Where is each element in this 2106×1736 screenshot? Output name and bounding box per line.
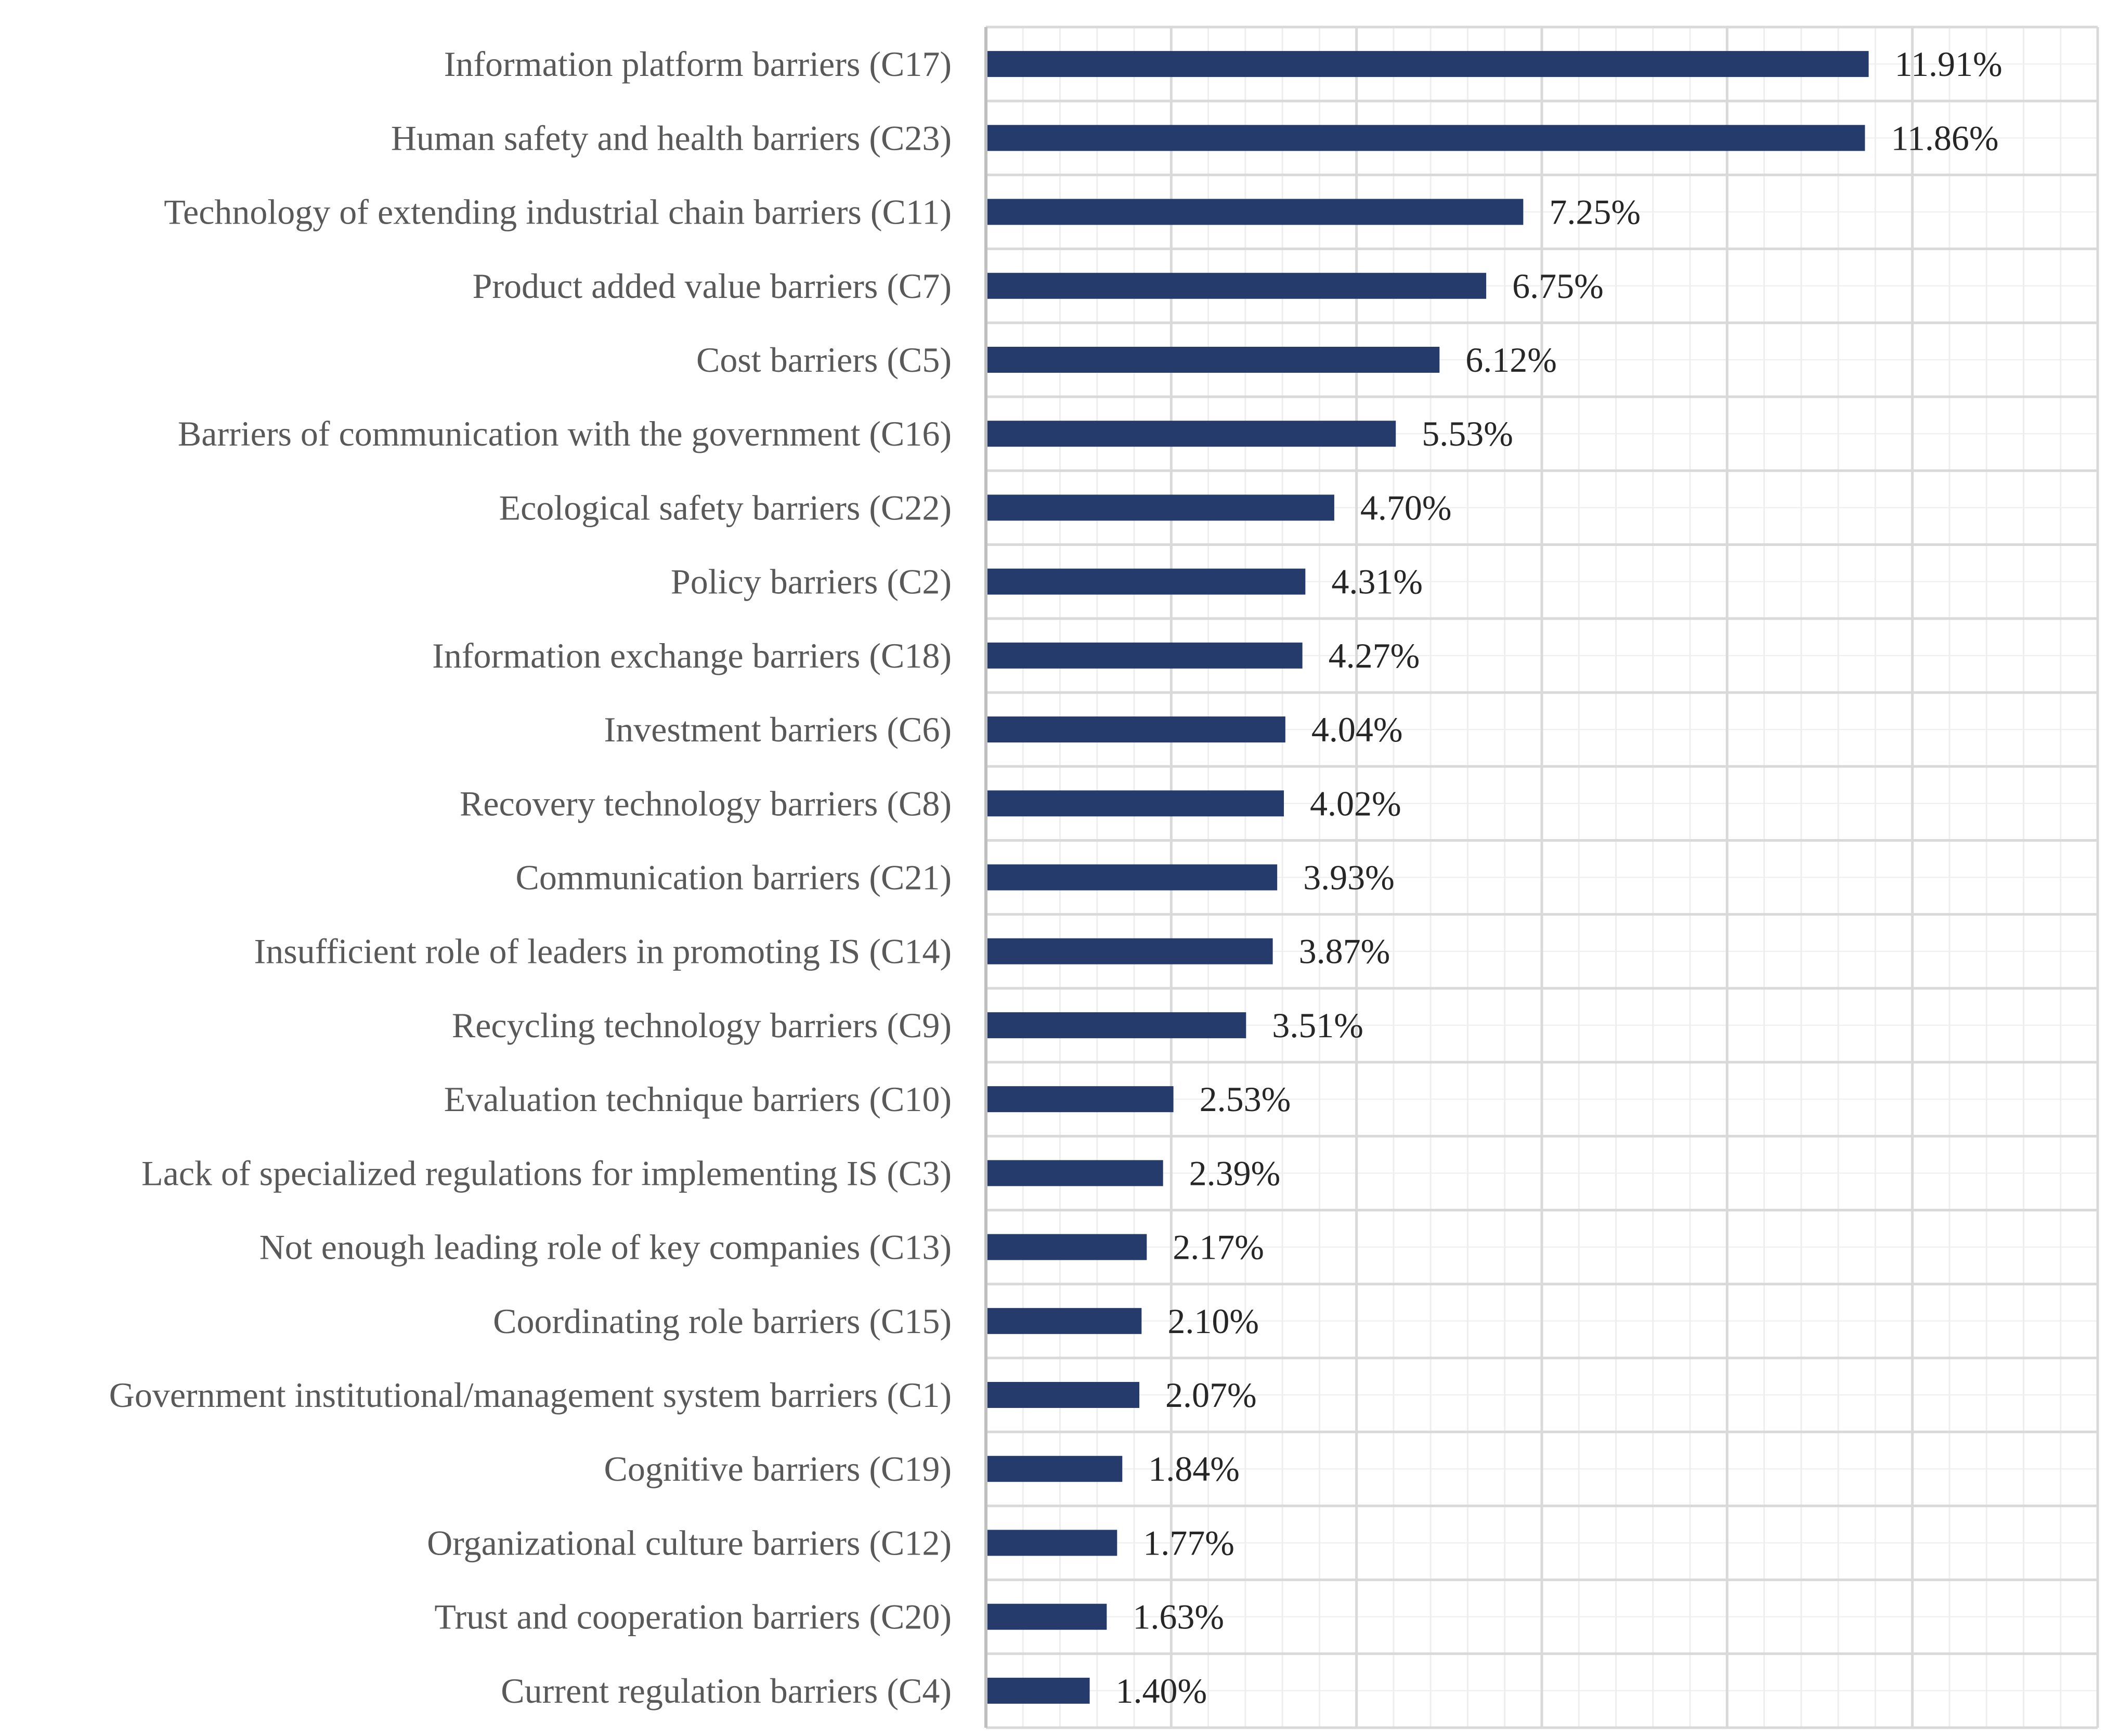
- data-label: 3.87%: [1299, 932, 1390, 971]
- category-label: Information exchange barriers (C18): [432, 636, 952, 675]
- data-label: 2.53%: [1200, 1079, 1291, 1119]
- bar: [987, 642, 1303, 669]
- bar: [987, 1012, 1246, 1038]
- data-label: 6.75%: [1512, 266, 1604, 306]
- data-label: 11.86%: [1891, 118, 1998, 158]
- category-label: Insufficient role of leaders in promotin…: [254, 932, 952, 971]
- category-label: Not enough leading role of key companies…: [259, 1228, 952, 1267]
- data-label: 2.17%: [1173, 1228, 1264, 1267]
- category-label: Information platform barriers (C17): [444, 44, 952, 84]
- category-label: Barriers of communication with the gover…: [178, 414, 952, 453]
- data-label: 2.39%: [1189, 1153, 1281, 1193]
- data-label: 7.25%: [1549, 192, 1641, 232]
- category-label: Ecological safety barriers (C22): [499, 488, 952, 527]
- category-label: Lack of specialized regulations for impl…: [141, 1153, 952, 1193]
- chart-bars: [987, 51, 1869, 1704]
- category-label: Human safety and health barriers (C23): [391, 118, 952, 158]
- data-label: 4.27%: [1329, 636, 1420, 675]
- category-label: Coordinating role barriers (C15): [493, 1301, 952, 1341]
- category-labels: Information platform barriers (C17) Human…: [109, 44, 952, 1711]
- data-label: 4.04%: [1311, 710, 1403, 749]
- bar: [987, 51, 1869, 77]
- bar: [987, 199, 1524, 225]
- bar: [987, 125, 1865, 151]
- data-label: 2.10%: [1167, 1301, 1259, 1341]
- bar: [987, 864, 1278, 891]
- category-label: Recycling technology barriers (C9): [452, 1006, 952, 1045]
- bar: [987, 1382, 1140, 1408]
- data-label: 5.53%: [1422, 414, 1513, 453]
- data-label: 3.51%: [1272, 1006, 1363, 1045]
- category-label: Cognitive barriers (C19): [604, 1449, 952, 1489]
- bar: [987, 494, 1334, 521]
- data-label: 3.93%: [1303, 858, 1395, 897]
- data-label: 4.70%: [1360, 488, 1452, 527]
- bar: [987, 568, 1306, 595]
- data-label: 1.77%: [1143, 1523, 1234, 1562]
- bar: [987, 272, 1487, 299]
- data-label: 1.63%: [1133, 1597, 1224, 1637]
- data-label: 1.84%: [1148, 1449, 1240, 1489]
- data-label: 4.02%: [1310, 784, 1401, 823]
- bar: [987, 1603, 1107, 1630]
- value-labels: 11.91% 11.86% 7.25% 6.75% 6.12% 5.53% 4.70% 4.3…: [1116, 44, 2003, 1711]
- bar: [987, 1677, 1090, 1704]
- bar: [987, 1530, 1117, 1556]
- chart-gridlines: [984, 25, 2099, 1729]
- category-label: Recovery technology barriers (C8): [460, 784, 952, 823]
- bar: [987, 346, 1440, 373]
- data-label: 2.07%: [1165, 1375, 1257, 1415]
- bar: [987, 1456, 1123, 1482]
- data-label: 1.40%: [1116, 1671, 1207, 1711]
- category-label: Trust and cooperation barriers (C20): [434, 1597, 952, 1637]
- bar: [987, 1160, 1163, 1186]
- data-label: 6.12%: [1465, 340, 1557, 380]
- category-label: Evaluation technique barriers (C10): [444, 1079, 952, 1119]
- data-label: 11.91%: [1895, 44, 2003, 84]
- category-label: Organizational culture barriers (C12): [427, 1523, 952, 1562]
- bar: [987, 1308, 1142, 1334]
- category-label: Current regulation barriers (C4): [501, 1671, 952, 1711]
- category-label: Product added value barriers (C7): [473, 266, 952, 306]
- category-label: Investment barriers (C6): [604, 710, 952, 749]
- category-label: Cost barriers (C5): [696, 340, 952, 380]
- data-label: 4.31%: [1331, 562, 1423, 602]
- bar: [987, 790, 1284, 817]
- bar: [987, 1086, 1174, 1113]
- bar: [987, 716, 1285, 743]
- bar: [987, 1234, 1147, 1260]
- bar: [987, 421, 1396, 447]
- category-label: Policy barriers (C2): [671, 562, 952, 602]
- category-label: Communication barriers (C21): [516, 858, 952, 897]
- category-label: Government institutional/management syst…: [109, 1375, 952, 1415]
- category-label: Technology of extending industrial chain…: [164, 192, 952, 232]
- bar: [987, 938, 1273, 964]
